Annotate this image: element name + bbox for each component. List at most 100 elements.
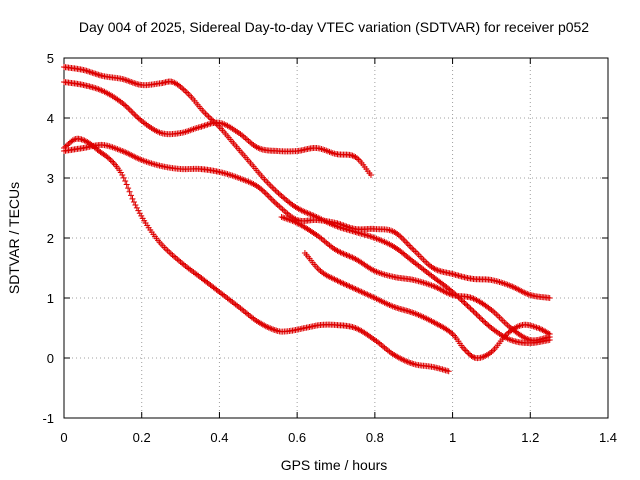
data-point (95, 86, 102, 93)
data-point (469, 353, 476, 360)
data-point (273, 200, 280, 207)
series-track-d (61, 135, 452, 375)
data-point (470, 308, 477, 315)
data-point (486, 305, 493, 312)
data-point (525, 291, 532, 298)
data-point (431, 283, 438, 290)
data-point (123, 103, 130, 110)
data-point (303, 209, 310, 216)
data-point (522, 335, 529, 342)
data-point (400, 236, 407, 243)
data-point (350, 285, 357, 292)
data-point (90, 70, 97, 77)
data-point (466, 304, 473, 311)
data-point (359, 289, 366, 296)
data-point (343, 223, 350, 230)
data-point (126, 151, 133, 158)
data-point (86, 68, 93, 75)
data-point (434, 267, 441, 274)
data-point (446, 290, 453, 297)
data-point (267, 182, 274, 189)
data-point (368, 293, 375, 300)
data-point (315, 266, 322, 273)
data-point (440, 288, 447, 295)
data-point (273, 188, 280, 195)
data-point (400, 356, 407, 363)
data-point (433, 266, 440, 273)
data-point (122, 178, 129, 185)
data-point (486, 323, 493, 330)
data-point (280, 194, 287, 201)
y-tick-label: 1 (47, 291, 54, 306)
data-point (334, 277, 341, 284)
data-point (407, 244, 414, 251)
data-point (401, 357, 408, 364)
data-point (125, 150, 132, 157)
data-point (297, 206, 304, 213)
data-point (131, 80, 138, 87)
data-point (267, 194, 274, 201)
data-point (409, 245, 416, 252)
data-point (507, 337, 514, 343)
data-point (135, 207, 142, 214)
data-point (300, 208, 307, 215)
data-point (483, 321, 490, 328)
data-point (431, 265, 438, 272)
data-point (125, 77, 132, 84)
data-point (367, 233, 374, 240)
data-point (264, 323, 271, 330)
series-track-e (278, 214, 553, 344)
data-point (258, 186, 265, 193)
data-point (398, 234, 405, 241)
grid-lines (64, 58, 608, 418)
data-point (306, 210, 313, 217)
data-point (473, 311, 480, 318)
data-point (460, 298, 467, 305)
data-point (430, 283, 437, 289)
data-point (467, 305, 474, 312)
data-point (352, 325, 359, 331)
data-point (442, 288, 449, 295)
data-point (277, 191, 284, 198)
x-tick-label: 0.2 (133, 430, 151, 445)
data-point (358, 288, 365, 295)
data-point (203, 112, 210, 119)
data-point (370, 335, 377, 342)
data-point (205, 113, 212, 120)
data-point (398, 356, 405, 363)
data-point (406, 359, 413, 366)
data-point (337, 249, 344, 256)
data-point (61, 145, 67, 151)
data-point (343, 251, 350, 258)
data-point (433, 284, 440, 291)
data-point (521, 334, 528, 341)
data-point (125, 105, 132, 112)
data-point (407, 308, 414, 315)
data-point (362, 290, 369, 297)
data-point (120, 174, 127, 181)
y-axis-ticks: -1 0 1 2 3 4 5 (42, 51, 608, 426)
data-point (365, 292, 372, 299)
data-point (404, 358, 411, 365)
data-point (344, 252, 351, 259)
data-point (445, 290, 452, 297)
data-point (107, 157, 114, 163)
data-point (262, 323, 269, 330)
data-point (259, 187, 266, 194)
data-point (370, 294, 377, 301)
series-track-b (61, 79, 374, 178)
data-point (269, 184, 276, 191)
data-point (81, 137, 88, 144)
data-point (404, 240, 411, 247)
data-point (128, 108, 135, 115)
data-point (346, 253, 353, 260)
data-point (307, 211, 314, 218)
data-point (270, 185, 277, 192)
data-point (524, 336, 531, 343)
data-point (272, 187, 279, 194)
data-point (443, 289, 450, 296)
data-point (463, 301, 470, 308)
data-point (353, 325, 360, 332)
data-point (337, 221, 344, 228)
